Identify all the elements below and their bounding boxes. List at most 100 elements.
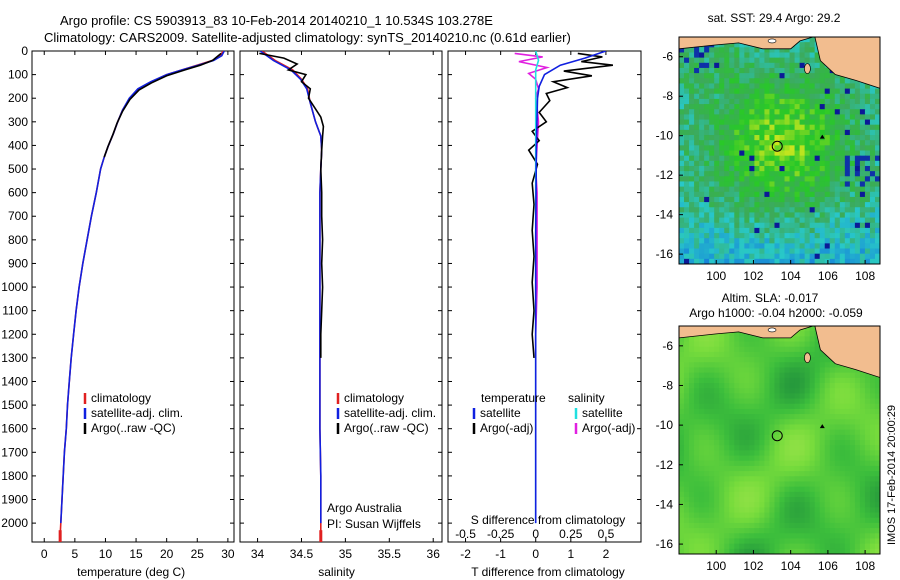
map-cell: [874, 258, 880, 264]
map-cell: [749, 377, 755, 384]
map-cell: [779, 83, 786, 90]
map-cell: [679, 114, 685, 121]
map-cell: [774, 471, 781, 477]
map-cell: [784, 533, 791, 540]
map-cell: [764, 346, 771, 353]
map-cell: [779, 93, 786, 100]
map-cell: [774, 377, 781, 384]
map-cell: [759, 445, 766, 451]
map-cell: [754, 88, 761, 95]
map-cell: [694, 124, 700, 131]
map-cell: [679, 538, 685, 545]
map-cell: [829, 124, 836, 131]
map-cell: [724, 186, 730, 193]
map-cell: [684, 491, 690, 498]
map-cell: [699, 109, 705, 115]
map-cell: [869, 176, 876, 183]
map-cell: [704, 227, 710, 234]
map-cell: [694, 165, 700, 172]
map-cell: [854, 124, 861, 131]
map-cell: [809, 217, 816, 224]
map-cell: [819, 212, 826, 219]
map-cell: [759, 73, 766, 79]
map-cell: [809, 222, 816, 229]
map-cell: [724, 67, 730, 74]
map-cell: [794, 362, 801, 369]
map-cell: [844, 383, 851, 389]
map-cell: [684, 243, 690, 250]
map-cell: [684, 388, 690, 394]
map-cell: [844, 191, 851, 198]
map-cell: [699, 408, 705, 415]
map-cell: [724, 171, 730, 177]
map-cell: [684, 129, 690, 136]
map-cell: [864, 129, 871, 136]
map-cell: [829, 465, 836, 472]
map-cell: [734, 471, 740, 477]
map-cell: [769, 460, 776, 467]
map-cell: [799, 217, 806, 224]
map-cell: [759, 341, 766, 348]
map-cell: [784, 258, 791, 264]
map-cell: [864, 176, 871, 183]
map-cell: [824, 196, 831, 203]
map-cell: [724, 445, 730, 451]
map-cell: [839, 476, 846, 483]
map-cell: [774, 465, 781, 472]
map-cell: [774, 145, 781, 152]
map-cell: [749, 465, 755, 472]
map-cell: [779, 408, 786, 415]
map-cell: [759, 62, 766, 69]
map-cell: [764, 248, 771, 255]
map-cell: [794, 243, 801, 250]
map-cell: [829, 528, 836, 534]
map-cell: [844, 155, 851, 162]
map-cell: [764, 543, 771, 550]
map-cell: [864, 109, 871, 115]
map-cell: [769, 512, 776, 519]
map-cell: [764, 476, 771, 483]
map-cell: [694, 88, 700, 95]
map-cell: [804, 196, 811, 203]
map-cell: [704, 517, 710, 524]
map-cell: [724, 471, 730, 477]
map-cell: [874, 512, 880, 519]
map-cell: [684, 98, 690, 105]
map-cell: [784, 129, 791, 136]
map-cell: [854, 202, 861, 208]
map-cell: [869, 522, 876, 529]
map-cell: [864, 388, 871, 394]
map-cell: [864, 476, 871, 483]
x-tick-label: 108: [855, 269, 875, 283]
map-cell: [854, 528, 861, 534]
map-cell: [819, 543, 826, 550]
map-cell: [719, 150, 725, 157]
map-cell: [724, 429, 730, 436]
map-cell: [789, 83, 796, 90]
map-cell: [839, 429, 846, 436]
map-cell: [854, 388, 861, 394]
map-cell: [714, 450, 720, 457]
x-tick-label: 10: [99, 547, 113, 561]
map-cell: [849, 486, 856, 493]
map-cell: [719, 155, 725, 162]
map-cell: [714, 383, 720, 389]
map-cell: [854, 217, 861, 224]
map-cell: [789, 357, 796, 363]
map-cell: [769, 109, 776, 115]
map-cell: [704, 176, 710, 183]
map-cell: [789, 253, 796, 260]
map-cell: [829, 471, 836, 477]
map-cell: [834, 181, 841, 188]
map-cell: [779, 465, 786, 472]
map-cell: [749, 67, 755, 74]
map-cell: [769, 450, 776, 457]
map-cell: [829, 507, 836, 514]
map-cell: [689, 533, 695, 540]
map-cell: [814, 140, 821, 146]
map-field: [679, 37, 880, 264]
map-cell: [734, 258, 740, 264]
map-cell: [799, 258, 806, 264]
map-cell: [714, 445, 720, 451]
map-cell: [834, 165, 841, 172]
